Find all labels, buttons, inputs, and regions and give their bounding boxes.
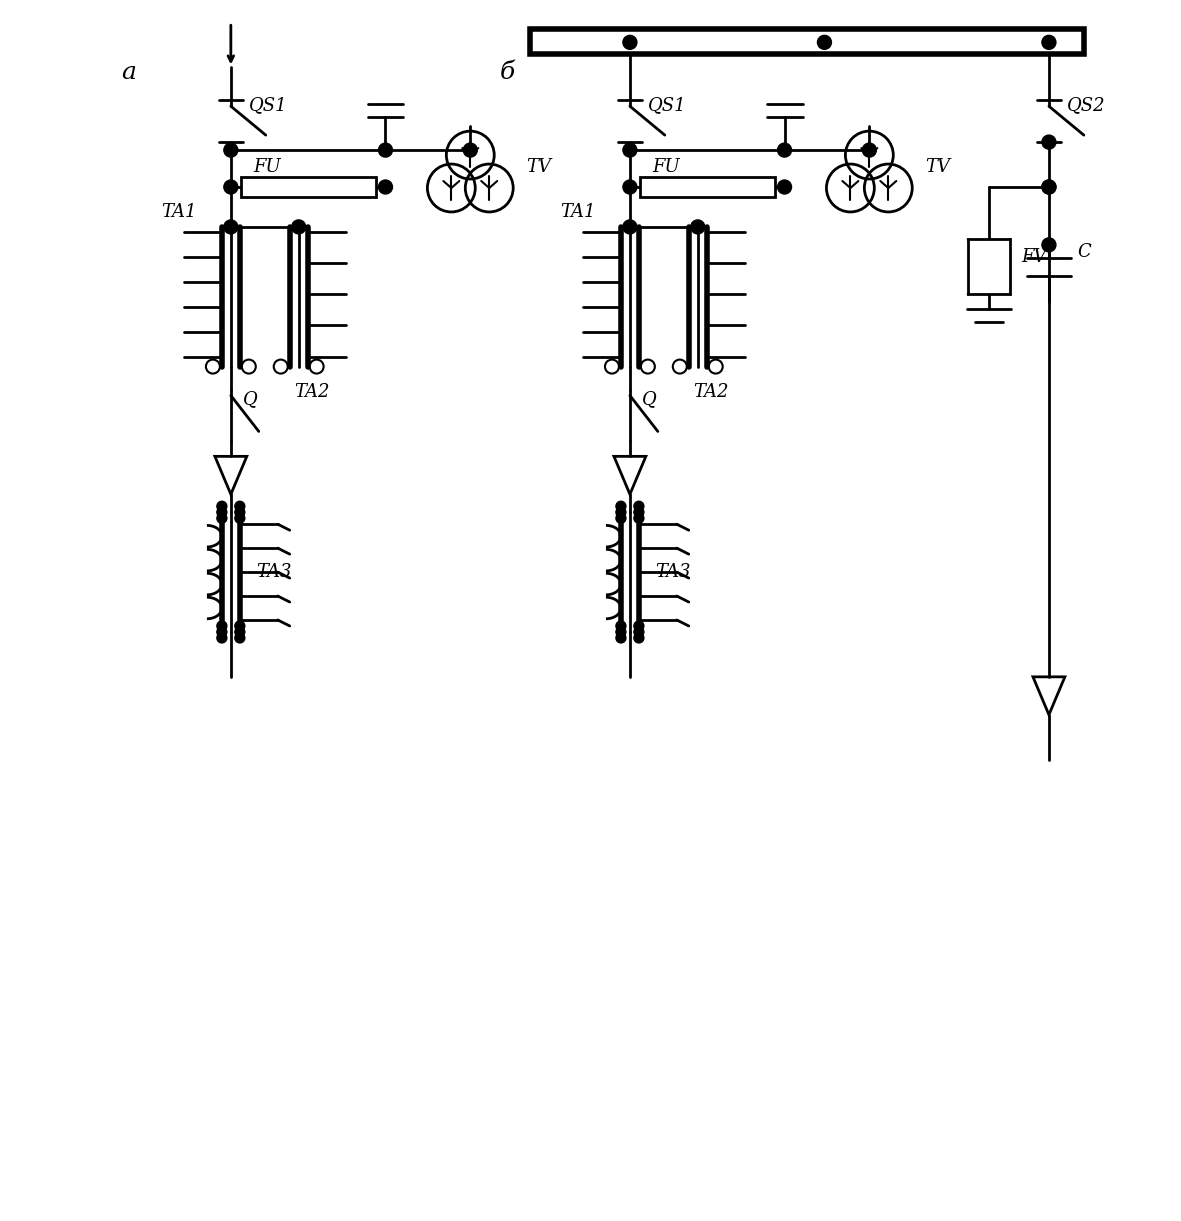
Circle shape: [777, 143, 791, 158]
Circle shape: [378, 179, 392, 194]
Text: FU: FU: [253, 158, 280, 176]
Circle shape: [378, 143, 392, 158]
Circle shape: [634, 632, 644, 643]
Circle shape: [616, 513, 626, 524]
Circle shape: [634, 621, 644, 631]
Text: TA2: TA2: [294, 382, 329, 400]
Text: б: б: [501, 61, 515, 84]
Circle shape: [691, 220, 705, 234]
Circle shape: [616, 626, 626, 637]
Bar: [530, 29, 1084, 54]
Circle shape: [622, 220, 637, 234]
Circle shape: [224, 179, 237, 194]
Text: TA3: TA3: [256, 563, 292, 581]
Bar: [968, 239, 1010, 294]
Circle shape: [463, 143, 477, 158]
Circle shape: [235, 621, 244, 631]
Text: TA1: TA1: [161, 203, 196, 221]
Circle shape: [1042, 238, 1056, 252]
Circle shape: [634, 507, 644, 518]
Circle shape: [235, 513, 244, 524]
Circle shape: [616, 621, 626, 631]
Circle shape: [235, 632, 244, 643]
Circle shape: [616, 502, 626, 512]
Circle shape: [616, 632, 626, 643]
Circle shape: [622, 35, 637, 49]
Text: TA2: TA2: [693, 382, 729, 400]
Circle shape: [616, 507, 626, 518]
Circle shape: [217, 626, 227, 637]
Circle shape: [622, 143, 637, 158]
Circle shape: [817, 35, 831, 49]
Circle shape: [292, 220, 306, 234]
Text: TA1: TA1: [560, 203, 595, 221]
Circle shape: [634, 513, 644, 524]
Circle shape: [217, 632, 227, 643]
Text: Q: Q: [642, 391, 657, 409]
Circle shape: [1042, 136, 1056, 149]
Text: FU: FU: [652, 158, 679, 176]
Text: TV: TV: [527, 158, 552, 176]
Text: TV: TV: [925, 158, 951, 176]
Circle shape: [224, 220, 237, 234]
Circle shape: [634, 502, 644, 512]
Circle shape: [862, 143, 876, 158]
Text: QS1: QS1: [249, 96, 287, 115]
Text: a: a: [122, 61, 136, 84]
Text: QS1: QS1: [648, 96, 686, 115]
Circle shape: [217, 502, 227, 512]
Circle shape: [217, 621, 227, 631]
Circle shape: [217, 507, 227, 518]
Circle shape: [622, 179, 637, 194]
Circle shape: [235, 507, 244, 518]
Bar: [640, 177, 775, 197]
Bar: [241, 177, 376, 197]
Circle shape: [235, 502, 244, 512]
Text: C: C: [1077, 243, 1090, 261]
Circle shape: [777, 179, 791, 194]
Circle shape: [217, 513, 227, 524]
Circle shape: [235, 626, 244, 637]
Text: TA3: TA3: [654, 563, 691, 581]
Text: QS2: QS2: [1066, 96, 1105, 115]
Text: Q: Q: [243, 391, 257, 409]
Circle shape: [224, 143, 237, 158]
Text: FV: FV: [1022, 248, 1046, 266]
Circle shape: [634, 626, 644, 637]
Circle shape: [1042, 179, 1056, 194]
Circle shape: [1042, 179, 1056, 194]
Circle shape: [1042, 35, 1056, 49]
